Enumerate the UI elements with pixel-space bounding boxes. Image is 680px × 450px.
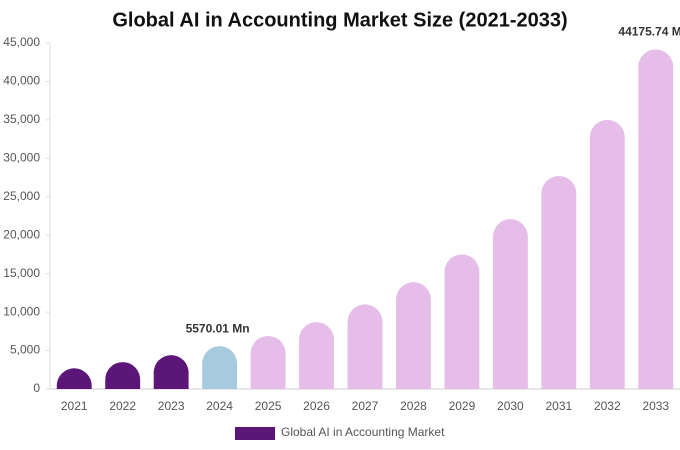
value-label: 44175.74 Mn [618, 25, 680, 39]
x-tick-label: 2024 [206, 399, 233, 413]
chart-title: Global AI in Accounting Market Size (202… [112, 9, 567, 31]
y-tick-label: 0 [33, 381, 40, 395]
bar [638, 49, 674, 390]
y-tick-label: 40,000 [3, 74, 40, 88]
x-tick-label: 2021 [61, 399, 88, 413]
y-tick-label: 20,000 [3, 227, 40, 241]
x-tick-label: 2025 [255, 399, 282, 413]
y-tick-label: 15,000 [3, 266, 40, 280]
x-tick-label: 2032 [594, 399, 621, 413]
x-tick-label: 2030 [497, 399, 524, 413]
bar [202, 346, 238, 389]
bar [347, 304, 383, 389]
legend-label: Global AI in Accounting Market [281, 425, 445, 439]
x-tick-label: 2029 [449, 399, 476, 413]
x-tick-label: 2033 [642, 399, 669, 413]
y-tick-label: 25,000 [3, 189, 40, 203]
value-label: 5570.01 Mn [186, 321, 250, 335]
bar [56, 368, 92, 389]
x-tick-label: 2028 [400, 399, 427, 413]
bar [153, 355, 189, 389]
legend-swatch [235, 427, 275, 440]
y-tick-label: 10,000 [3, 304, 40, 318]
bar [396, 282, 431, 389]
x-tick-label: 2031 [545, 399, 572, 413]
bar [541, 176, 577, 389]
bar [105, 362, 141, 389]
bar [250, 335, 286, 389]
x-tick-label: 2027 [352, 399, 379, 413]
y-tick-label: 45,000 [3, 35, 40, 49]
y-tick-label: 30,000 [3, 151, 40, 165]
x-tick-label: 2026 [303, 399, 330, 413]
x-tick-label: 2023 [158, 399, 185, 413]
y-tick-label: 35,000 [3, 112, 40, 126]
bar [589, 119, 625, 390]
x-tick-label: 2022 [109, 399, 136, 413]
bar [299, 322, 334, 389]
bar [492, 219, 528, 389]
bar [444, 254, 480, 389]
y-tick-label: 5,000 [10, 343, 40, 357]
